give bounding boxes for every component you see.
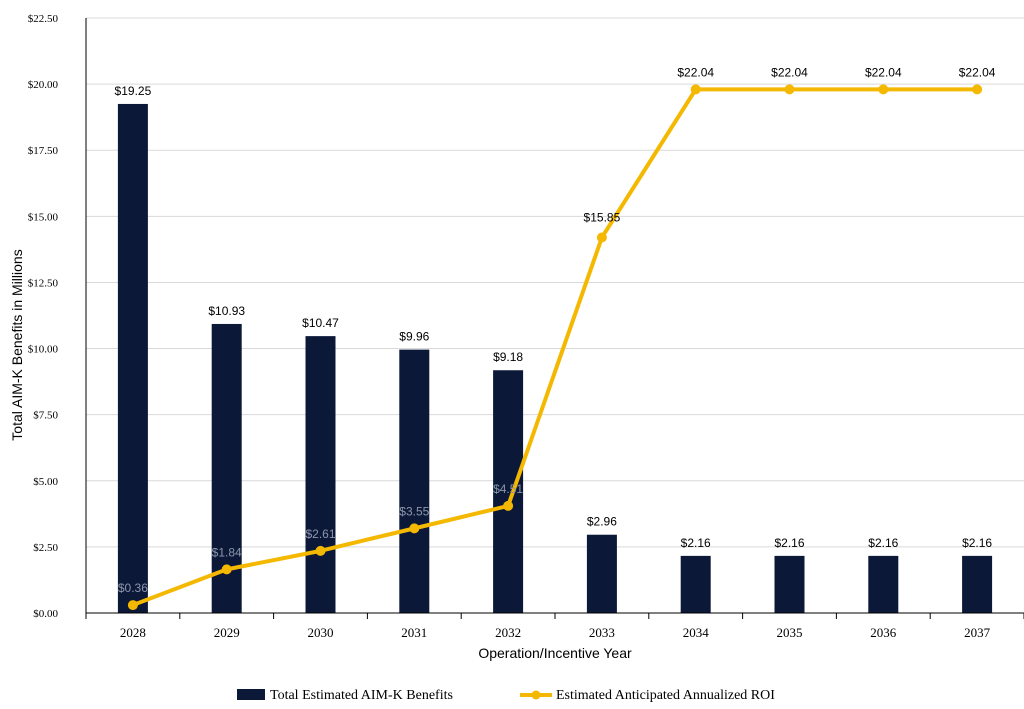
y-tick-label: $15.00 bbox=[28, 211, 59, 223]
bar-value-label: $2.16 bbox=[962, 536, 992, 550]
roi-value-label: $1.84 bbox=[212, 545, 242, 559]
bar-series bbox=[117, 103, 993, 613]
roi-point bbox=[596, 232, 607, 243]
roi-point bbox=[972, 84, 983, 95]
roi-point bbox=[503, 500, 514, 511]
y-tick-label: $5.00 bbox=[33, 476, 58, 488]
roi-value-label: $22.04 bbox=[771, 65, 808, 79]
roi-point bbox=[409, 523, 420, 534]
x-tick-label: 2029 bbox=[214, 625, 240, 640]
y-tick-label: $20.00 bbox=[28, 79, 59, 91]
x-tick-label: 2030 bbox=[308, 625, 334, 640]
roi-line bbox=[132, 87, 978, 607]
bar bbox=[962, 555, 993, 613]
roi-value-label: $0.36 bbox=[118, 581, 148, 595]
bar bbox=[305, 336, 336, 613]
legend-bar-label: Total Estimated AIM-K Benefits bbox=[270, 688, 453, 703]
bar bbox=[399, 349, 430, 613]
y-tick-label: $22.50 bbox=[28, 13, 59, 25]
bar-value-label: $10.93 bbox=[208, 304, 245, 318]
roi-point bbox=[127, 600, 138, 611]
roi-point bbox=[878, 84, 889, 95]
roi-value-label: $4.51 bbox=[493, 482, 523, 496]
bar-value-label: $2.96 bbox=[587, 515, 617, 529]
x-tick-labels: 2028 2029 2030 2031 2032 2033 2034 2035 2036 2037 bbox=[120, 625, 991, 640]
bar bbox=[868, 555, 899, 613]
legend-line-label: Estimated Anticipated Annualized ROI bbox=[556, 688, 775, 703]
roi-value-label: $22.04 bbox=[677, 65, 714, 79]
legend-bar-swatch bbox=[237, 689, 265, 700]
bar bbox=[774, 555, 805, 613]
x-tick-label: 2033 bbox=[589, 625, 615, 640]
legend: Total Estimated AIM-K Benefits Estimated… bbox=[237, 688, 775, 703]
y-tick-label: $17.50 bbox=[28, 145, 59, 157]
y-tick-label: $7.50 bbox=[33, 410, 58, 422]
bar-value-label: $2.16 bbox=[868, 536, 898, 550]
x-tick-label: 2036 bbox=[870, 625, 897, 640]
roi-point bbox=[690, 84, 701, 95]
roi-point bbox=[315, 545, 326, 556]
bar-value-label: $2.16 bbox=[681, 536, 711, 550]
y-tick-label: $0.00 bbox=[33, 608, 58, 620]
roi-value-label: $3.55 bbox=[399, 504, 429, 518]
bar-value-label: $10.47 bbox=[302, 316, 339, 330]
roi-value-label: $22.04 bbox=[865, 65, 902, 79]
y-tick-labels: $0.00 $2.50 $5.00 $7.50 $10.00 $12.50 $15.00 $1… bbox=[28, 13, 59, 620]
bar bbox=[493, 370, 524, 613]
y-tick-label: $10.00 bbox=[28, 344, 59, 356]
x-axis-title: Operation/Incentive Year bbox=[478, 645, 632, 661]
x-tick-label: 2032 bbox=[495, 625, 521, 640]
bar-value-labels: $19.25 $10.93 $10.47 $9.96 $9.18 $2.96 $2.16 $2… bbox=[115, 84, 993, 550]
x-axis bbox=[85, 18, 1024, 619]
x-tick-label: 2035 bbox=[777, 625, 803, 640]
bar-value-label: $2.16 bbox=[774, 536, 804, 550]
roi-point bbox=[784, 84, 795, 95]
x-tick-label: 2031 bbox=[401, 625, 427, 640]
roi-value-label: $22.04 bbox=[959, 65, 996, 79]
x-tick-label: 2028 bbox=[120, 625, 146, 640]
roi-value-labels: $0.36 $1.84 $2.61 $3.55 $4.51 $15.85 $22.04 $22… bbox=[118, 65, 996, 595]
gridlines bbox=[86, 17, 1024, 548]
bar-value-label: $9.18 bbox=[493, 350, 523, 364]
bar bbox=[586, 534, 617, 613]
roi-value-label: $15.85 bbox=[584, 210, 621, 224]
y-axis-title: Total AIM-K Benefits in Millions bbox=[9, 249, 25, 440]
bar bbox=[117, 103, 148, 613]
y-tick-label: $12.50 bbox=[28, 277, 59, 289]
bar-value-label: $9.96 bbox=[399, 330, 429, 344]
bar-value-label: $19.25 bbox=[115, 84, 152, 98]
roi-line-series bbox=[127, 84, 983, 611]
x-tick-label: 2034 bbox=[683, 625, 710, 640]
roi-point bbox=[221, 564, 232, 575]
x-tick-label: 2037 bbox=[964, 625, 991, 640]
roi-value-label: $2.61 bbox=[305, 527, 335, 541]
legend-line-marker bbox=[531, 690, 541, 700]
bar bbox=[680, 555, 711, 613]
y-tick-label: $2.50 bbox=[33, 542, 58, 554]
